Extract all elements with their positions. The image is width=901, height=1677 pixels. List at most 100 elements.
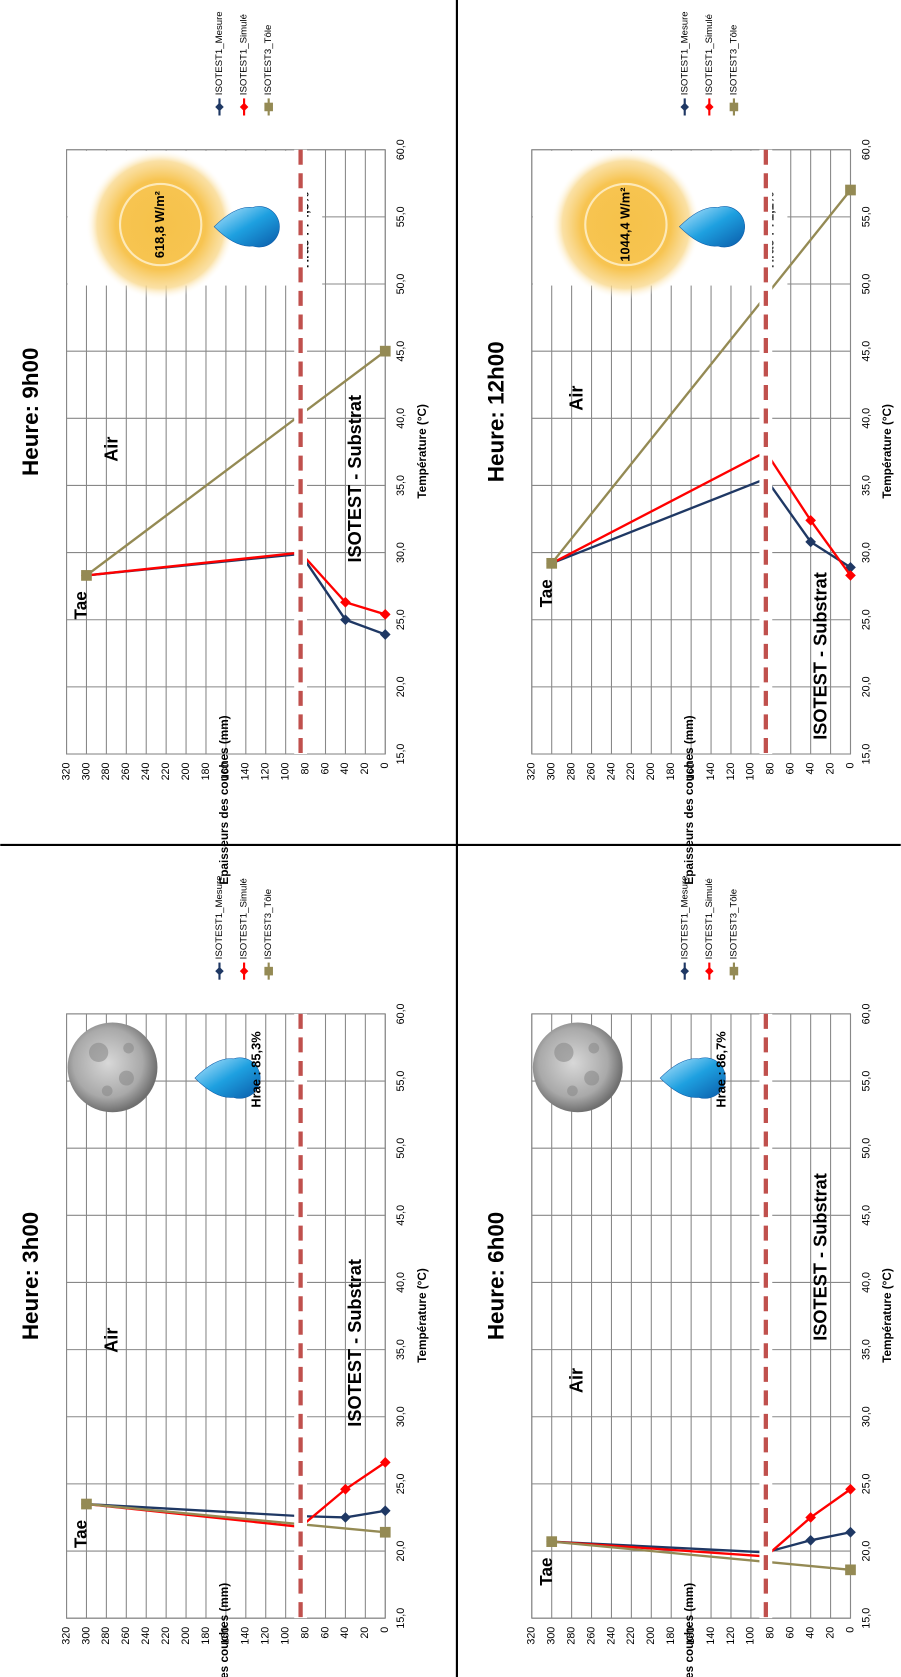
- series-line: [86, 1461, 386, 1529]
- y-tick-label: 160: [685, 763, 697, 781]
- series-line: [551, 1488, 852, 1558]
- y-tick-label: 240: [605, 763, 617, 781]
- y-tick-label: 60: [785, 1627, 797, 1639]
- legend-label: ISOTEST1_Mesure: [679, 11, 690, 95]
- moon-crater: [89, 1042, 109, 1063]
- y-tick-label: 300: [80, 763, 92, 781]
- legend-label: ISOTEST3_Tôle: [263, 889, 274, 960]
- y-tick-label: 180: [665, 1627, 677, 1645]
- x-axis-title: Température (°C): [416, 404, 429, 499]
- y-tick-label: 100: [745, 763, 757, 781]
- y-axis-title: Epaisseurs des couches (mm): [683, 715, 696, 884]
- x-tick-label: 30,0: [860, 542, 872, 563]
- y-tick-label: 120: [725, 1627, 737, 1645]
- x-tick-label: 45,0: [395, 1205, 407, 1226]
- series-line: [86, 1502, 386, 1519]
- y-tick-label: 200: [645, 763, 657, 781]
- data-point: [340, 1512, 351, 1523]
- x-tick-label: 60,0: [860, 139, 872, 160]
- moon-crater: [101, 1085, 113, 1097]
- y-tick-label: 220: [625, 763, 637, 781]
- substrate-label: ISOTEST - Substrat: [345, 395, 365, 563]
- water-drop-icon: [194, 1057, 261, 1099]
- air-label: Air: [101, 437, 121, 462]
- x-tick-label: 50,0: [395, 274, 407, 295]
- y-tick-label: 320: [60, 763, 72, 781]
- legend-label: ISOTEST1_Mesure: [214, 11, 225, 95]
- series-line: [86, 551, 386, 616]
- series-line: [551, 1540, 851, 1572]
- legend-label: ISOTEST1_Simulé: [239, 878, 250, 959]
- y-tick-label: 300: [546, 763, 558, 781]
- x-tick-label: 25,0: [860, 609, 872, 630]
- y-axis-title: Epaisseurs des couches (mm): [218, 715, 231, 884]
- x-tick-label: 35,0: [395, 1339, 407, 1360]
- x-tick-label: 60,0: [395, 1003, 407, 1024]
- y-tick-label: 140: [705, 763, 717, 781]
- y-tick-label: 320: [526, 1627, 538, 1645]
- legend-label: ISOTEST3_Tôle: [263, 25, 274, 96]
- x-tick-label: 55,0: [395, 206, 407, 227]
- moon-crater: [567, 1085, 578, 1097]
- chart-title: Heure: 12h00: [483, 341, 508, 482]
- legend-marker: [705, 966, 714, 976]
- y-tick-label: 180: [200, 1627, 212, 1645]
- y-axis-title: Epaisseur des couches (mm): [683, 1583, 696, 1677]
- data-point: [546, 557, 558, 569]
- chart-title: Heure: 9h00: [18, 348, 43, 476]
- data-point: [845, 1526, 856, 1538]
- moon-icon: [67, 1022, 158, 1113]
- legend-label: ISOTEST1_Simulé: [704, 14, 715, 95]
- x-tick-label: 60,0: [860, 1003, 872, 1024]
- x-tick-label: 20,0: [860, 676, 872, 697]
- x-tick-label: 30,0: [395, 1406, 407, 1427]
- y-tick-label: 280: [100, 763, 112, 781]
- data-point: [379, 1457, 391, 1468]
- x-tick-label: 35,0: [395, 475, 407, 496]
- y-tick-label: 0: [379, 1627, 391, 1633]
- legend-marker: [680, 966, 690, 976]
- legend-label: ISOTEST1_Simulé: [239, 14, 250, 95]
- legend-marker: [264, 102, 273, 112]
- series-line: [551, 450, 852, 577]
- data-point: [340, 614, 351, 626]
- y-tick-label: 180: [665, 763, 677, 781]
- x-tick-label: 30,0: [860, 1406, 872, 1427]
- x-tick-label: 55,0: [860, 1071, 872, 1092]
- y-tick-label: 40: [804, 763, 816, 775]
- y-tick-label: 260: [585, 1627, 597, 1645]
- moon-crater: [118, 1070, 134, 1086]
- y-tick-label: 240: [605, 1627, 617, 1645]
- x-tick-label: 15,0: [395, 1608, 407, 1629]
- legend-marker: [729, 966, 739, 976]
- x-tick-label: 20,0: [860, 1541, 872, 1562]
- data-point: [81, 1498, 92, 1510]
- y-tick-label: 280: [565, 763, 577, 781]
- moon-crater: [588, 1042, 600, 1054]
- air-label: Air: [567, 1368, 587, 1393]
- moon-icon: [532, 1022, 623, 1113]
- x-tick-label: 20,0: [395, 676, 407, 697]
- legend-label: ISOTEST1_Mesure: [679, 876, 690, 960]
- y-tick-label: 120: [260, 763, 272, 781]
- x-tick-label: 60,0: [395, 139, 407, 160]
- legend-marker: [239, 966, 249, 976]
- y-tick-label: 20: [359, 763, 371, 775]
- data-point: [845, 1483, 856, 1495]
- legend-marker: [215, 966, 224, 976]
- x-tick-label: 25,0: [395, 609, 407, 630]
- y-tick-label: 260: [120, 1627, 132, 1645]
- air-label: Air: [101, 1328, 121, 1353]
- humidity-label: Hrae : 86,7%: [714, 1031, 729, 1108]
- y-tick-label: 80: [299, 1627, 311, 1639]
- y-tick-label: 0: [844, 1627, 856, 1633]
- x-tick-label: 25,0: [860, 1473, 872, 1494]
- moon-crater: [123, 1042, 134, 1054]
- data-point: [805, 1534, 817, 1546]
- y-tick-label: 140: [240, 1627, 252, 1645]
- y-tick-label: 280: [565, 1627, 577, 1645]
- x-tick-label: 30,0: [395, 542, 407, 563]
- legend-label: ISOTEST1_Mesure: [214, 876, 225, 960]
- series-line: [85, 350, 386, 577]
